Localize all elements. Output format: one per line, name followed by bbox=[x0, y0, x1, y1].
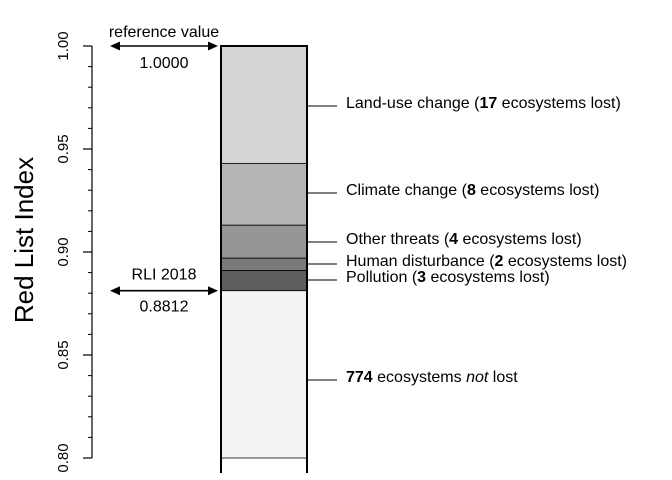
label-part: ecosystems lost) bbox=[497, 95, 621, 112]
label-part: not bbox=[466, 369, 489, 386]
label-part: Climate change ( bbox=[346, 182, 468, 199]
annotations: reference value 1.0000 RLI 2018 0.8812 bbox=[109, 24, 219, 316]
reference-arrow-head-right bbox=[208, 41, 218, 51]
rli-title: RLI 2018 bbox=[132, 267, 197, 284]
label-part: ecosystems lost) bbox=[426, 269, 550, 286]
rli-arrow-head-left bbox=[110, 286, 120, 296]
segment-climate bbox=[220, 163, 308, 226]
label-part: 8 bbox=[467, 182, 476, 199]
y-tick-label: 0.80 bbox=[55, 443, 72, 472]
y-tick-label: 0.85 bbox=[55, 340, 72, 369]
label-part: Other threats ( bbox=[346, 231, 450, 248]
reference-title: reference value bbox=[109, 24, 219, 41]
label-part: 3 bbox=[417, 269, 426, 286]
label-land-use: Land-use change (17 ecosystems lost) bbox=[346, 95, 621, 112]
bar-segments: Land-use change (17 ecosystems lost)Clim… bbox=[220, 45, 627, 473]
label-part: Land-use change ( bbox=[346, 95, 480, 112]
rli-arrow-head-right bbox=[208, 286, 218, 296]
segment-pollution bbox=[220, 270, 308, 292]
label-part: 774 bbox=[346, 369, 373, 386]
y-tick-label: 0.90 bbox=[55, 237, 72, 266]
label-part: 2 bbox=[495, 253, 504, 270]
label-part: Human disturbance ( bbox=[346, 253, 495, 270]
segment-human bbox=[220, 257, 308, 271]
label-part: ecosystems lost) bbox=[503, 253, 627, 270]
segment-other bbox=[220, 224, 308, 259]
y-axis-label: Red List Index bbox=[9, 157, 39, 323]
label-part: 4 bbox=[449, 231, 458, 248]
label-part: ecosystems lost) bbox=[476, 182, 600, 199]
label-part: ecosystems bbox=[373, 369, 466, 386]
segment-land-use bbox=[220, 45, 308, 164]
y-tick-label: 0.95 bbox=[55, 134, 72, 163]
label-part: lost bbox=[488, 369, 518, 386]
label-not-lost: 774 ecosystems not lost bbox=[346, 369, 518, 386]
label-human: Human disturbance (2 ecosystems lost) bbox=[346, 253, 627, 270]
label-climate: Climate change (8 ecosystems lost) bbox=[346, 182, 599, 199]
segment-not-lost bbox=[220, 290, 308, 459]
label-part: Pollution ( bbox=[346, 269, 418, 286]
bar-outline bbox=[220, 45, 308, 473]
reference-arrow-head-left bbox=[110, 41, 120, 51]
rli-value: 0.8812 bbox=[140, 299, 189, 316]
label-pollution: Pollution (3 ecosystems lost) bbox=[346, 269, 550, 286]
label-part: ecosystems lost) bbox=[458, 231, 582, 248]
label-part: 17 bbox=[479, 95, 497, 112]
reference-value: 1.0000 bbox=[140, 55, 189, 72]
y-tick-label: 1.00 bbox=[55, 31, 72, 60]
y-axis: 0.80 0.85 0.90 0.95 1.00 bbox=[55, 31, 93, 473]
label-other: Other threats (4 ecosystems lost) bbox=[346, 231, 582, 248]
